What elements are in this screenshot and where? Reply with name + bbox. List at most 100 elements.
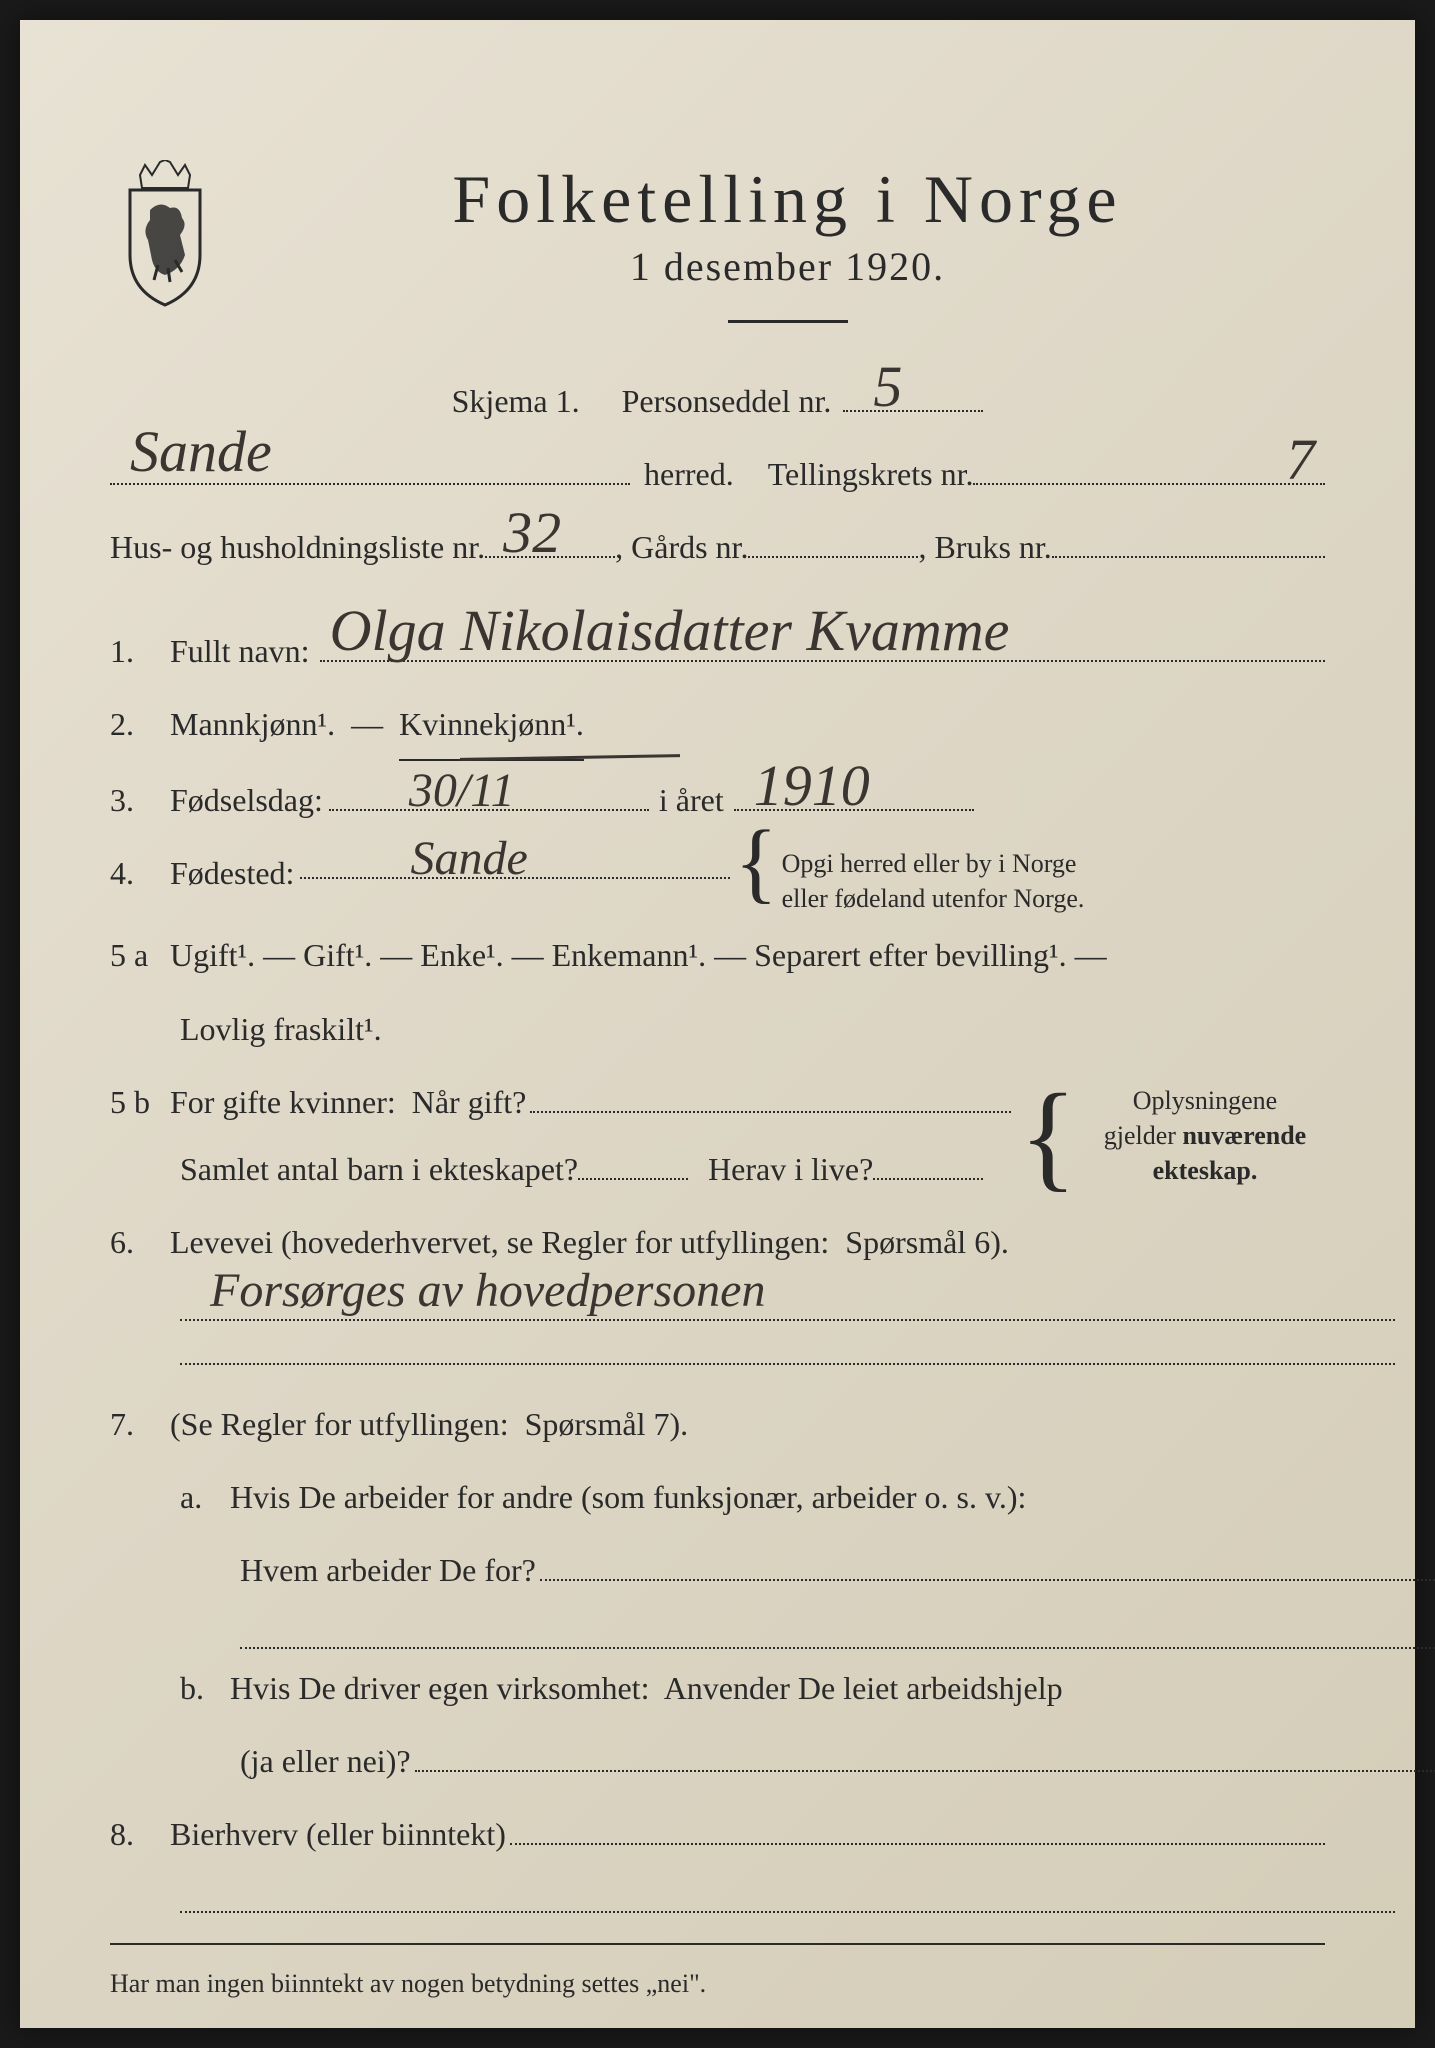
q3-year-field: 1910 (734, 773, 974, 811)
q7-num: 7. (110, 1391, 170, 1458)
q7a-field-2 (240, 1611, 1435, 1649)
q3-day-field: 30/11 (329, 773, 649, 811)
q5a-num: 5 a (110, 922, 170, 989)
q7a-line3 (240, 1611, 1435, 1649)
husliste-field: 32 (485, 520, 615, 558)
header: Folketelling i Norge 1 desember 1920. (110, 160, 1325, 358)
q2-dash: — (351, 691, 383, 758)
q6-num: 6. (110, 1209, 170, 1276)
q6-line2: Forsørges av hovedpersonen (180, 1282, 1395, 1320)
tellingskrets-field: 7 (973, 447, 1325, 485)
q5a-line1: 5 a Ugift¹. — Gift¹. — Enke¹. — Enkemann… (110, 922, 1325, 989)
q5b-brace-icon: { (1019, 1106, 1077, 1166)
personseddel-nr-field: 5 (843, 374, 983, 412)
q8-line2 (180, 1875, 1395, 1913)
q1-field: Olga Nikolaisdatter Kvamme (320, 623, 1325, 661)
q7a-line2: Hvem arbeider De for? (240, 1537, 1435, 1604)
husliste-label: Hus- og husholdningsliste nr. (110, 514, 485, 581)
herred-label: herred. (644, 441, 734, 508)
q3-year-label: i året (659, 767, 724, 834)
q5b-line2: Samlet antal barn i ekteskapet? Herav i … (180, 1136, 1081, 1203)
q7-label: (Se Regler for utfyllingen: Spørsmål 7). (170, 1391, 688, 1458)
form-body: Skjema 1. Personseddel nr. 5 Sande herre… (110, 368, 1325, 2012)
q5b-block: 5 b For gifte kvinner: Når gift? Samlet … (110, 1069, 1325, 1203)
q2-mann: Mannkjønn¹. (170, 691, 335, 758)
q7a-line1: a. Hvis De arbeider for andre (som funks… (180, 1464, 1325, 1531)
q4-brace-icon: { (734, 840, 777, 885)
q7b-field (415, 1734, 1435, 1772)
q5b-line1: 5 b For gifte kvinner: Når gift? (110, 1069, 1011, 1136)
q5a-line2: Lovlig fraskilt¹. (180, 996, 1325, 1063)
q5b-aside-l2: gjelder nuværende (1104, 1121, 1306, 1150)
q5b-label2: Samlet antal barn i ekteskapet? (180, 1136, 578, 1203)
q8-label: Bierhverv (eller biinntekt) (170, 1801, 506, 1868)
q5b-gift-field (530, 1074, 1011, 1112)
gards-field (748, 520, 918, 558)
q3-label: Fødselsdag: (170, 767, 323, 834)
q6-field-2 (180, 1327, 1395, 1365)
tellingskrets-nr: 7 (1286, 431, 1315, 489)
coat-of-arms-icon (110, 160, 220, 310)
q3-line: 3. Fødselsdag: 30/11 i året 1910 (110, 767, 1325, 834)
q4-aside-l1: Opgi herred eller by i Norge (782, 849, 1077, 878)
q7b-text1: Hvis De driver egen virksomhet: Anvender… (230, 1655, 1063, 1722)
q5b-label3: Herav i live? (708, 1136, 873, 1203)
comma1: , (615, 514, 631, 581)
q5b-num: 5 b (110, 1069, 170, 1136)
q5a-options: Ugift¹. — Gift¹. — Enke¹. — Enkemann¹. —… (170, 922, 1107, 989)
q5b-live-field (873, 1141, 983, 1179)
herred-value: Sande (130, 423, 272, 481)
subtitle: 1 desember 1920. (250, 243, 1325, 290)
personseddel-label: Personseddel nr. (622, 368, 832, 435)
herred-field: Sande (110, 447, 630, 485)
bruks-field (1052, 520, 1325, 558)
q4-aside-l2: eller fødeland utenfor Norge. (782, 884, 1085, 913)
q6-value: Forsørges av hovedpersonen (210, 1267, 765, 1315)
q8-field (510, 1807, 1325, 1845)
census-form-page: Folketelling i Norge 1 desember 1920. Sk… (20, 20, 1415, 2028)
q7a-text2: Hvem arbeider De for? (240, 1537, 536, 1604)
tellingskrets-label: Tellingskrets nr. (768, 441, 974, 508)
q5a-options2: Lovlig fraskilt¹. (180, 996, 382, 1063)
title-divider (728, 320, 848, 323)
q7b-line2: (ja eller nei)? (240, 1728, 1435, 1795)
q5b-aside-l3: ekteskap. (1153, 1156, 1258, 1185)
line-skjema: Skjema 1. Personseddel nr. 5 (110, 368, 1325, 435)
comma2: , (918, 514, 934, 581)
q2-num: 2. (110, 691, 170, 758)
q5b-aside: Oplysningene gjelder nuværende ekteskap. (1085, 1083, 1325, 1188)
skjema-label: Skjema 1. (452, 368, 580, 435)
q8-field-2 (180, 1875, 1395, 1913)
title-block: Folketelling i Norge 1 desember 1920. (250, 160, 1325, 358)
gards-label: Gårds nr. (631, 514, 748, 581)
q2-kvinne: Kvinnekjønn¹. (399, 691, 584, 761)
q6-field: Forsørges av hovedpersonen (180, 1282, 1395, 1320)
q7a-field (540, 1543, 1435, 1581)
q3-year: 1910 (754, 757, 870, 815)
q8-line: 8. Bierhverv (eller biinntekt) (110, 1801, 1325, 1868)
q7a-text1: Hvis De arbeider for andre (som funksjon… (230, 1464, 1026, 1531)
q4-field: Sande (300, 840, 730, 878)
q1-line: 1. Fullt navn: Olga Nikolaisdatter Kvamm… (110, 618, 1325, 685)
q7-line: 7. (Se Regler for utfyllingen: Spørsmål … (110, 1391, 1325, 1458)
q4-num: 4. (110, 840, 170, 907)
q3-day: 30/11 (409, 767, 515, 815)
line-herred: Sande herred. Tellingskrets nr. 7 (110, 441, 1325, 508)
personseddel-nr: 5 (873, 358, 902, 416)
q2-line: 2. Mannkjønn¹. — Kvinnekjønn¹. (110, 691, 1325, 761)
q4-line: 4. Fødested: Sande { Opgi herred eller b… (110, 840, 1325, 916)
q7b-label: b. (180, 1655, 230, 1722)
q1-label: Fullt navn: (170, 618, 310, 685)
q7b-line1: b. Hvis De driver egen virksomhet: Anven… (180, 1655, 1325, 1722)
bruks-label: Bruks nr. (934, 514, 1051, 581)
q3-num: 3. (110, 767, 170, 834)
q6-line3 (180, 1327, 1395, 1365)
q7a-label: a. (180, 1464, 230, 1531)
q1-num: 1. (110, 618, 170, 685)
footnote: Har man ingen biinntekt av nogen betydni… (110, 1943, 1325, 2012)
q5b-label1: For gifte kvinner: Når gift? (170, 1069, 526, 1136)
q4-label: Fødested: (170, 840, 294, 907)
q1-value: Olga Nikolaisdatter Kvamme (330, 602, 1010, 660)
husliste-nr: 32 (503, 504, 561, 562)
q4-aside: Opgi herred eller by i Norge eller fødel… (782, 840, 1162, 916)
